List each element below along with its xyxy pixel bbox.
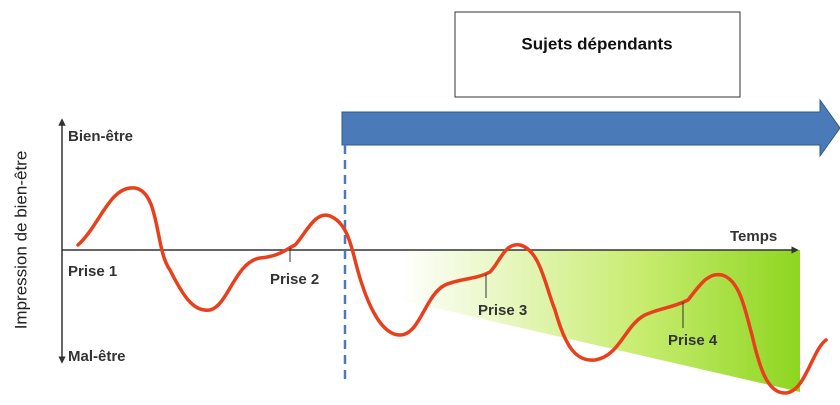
top-label: Bien-être <box>68 128 133 145</box>
green-area <box>400 250 800 392</box>
wellbeing-curve <box>76 186 828 395</box>
title: Sujets dépendants <box>521 34 672 53</box>
y-axis-label: Impression de bien-être <box>11 151 30 330</box>
point-label: Prise 4 <box>668 332 718 349</box>
x-axis-label: Temps <box>730 228 777 245</box>
title-box <box>454 11 741 98</box>
point-label: Prise 2 <box>270 271 319 288</box>
point-label: Prise 3 <box>478 302 527 319</box>
point-label: Prise 1 <box>68 263 117 280</box>
bottom-label: Mal-être <box>68 348 126 365</box>
blue-arrow <box>341 98 840 158</box>
